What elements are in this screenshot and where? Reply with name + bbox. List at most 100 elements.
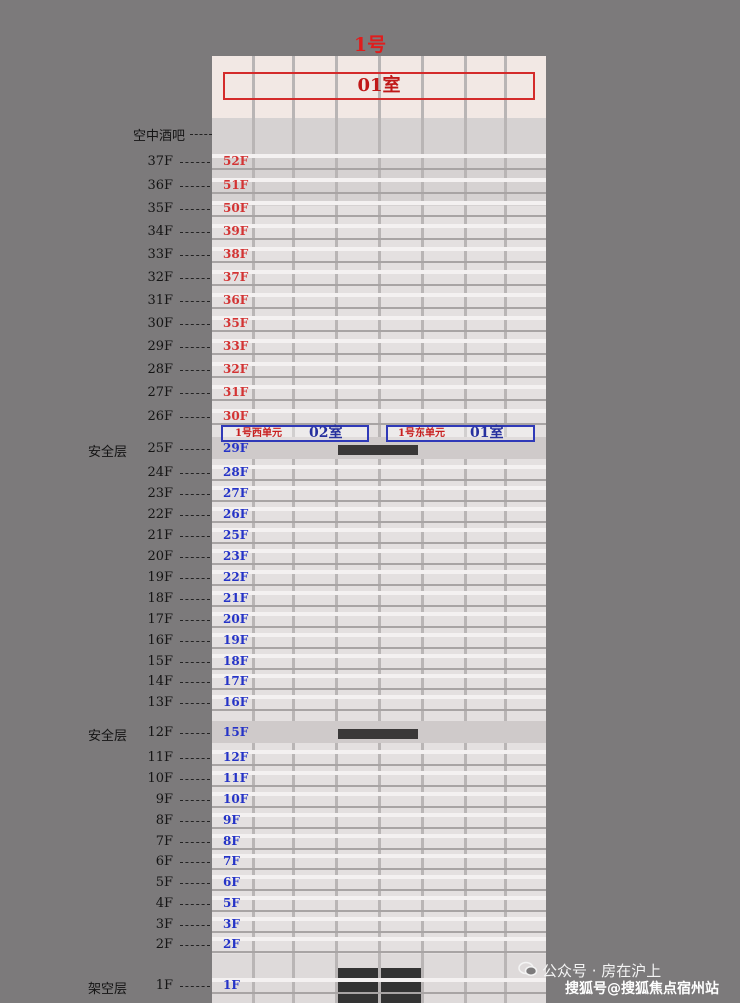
floor-label-14F: 14F bbox=[147, 674, 173, 689]
floor-dash bbox=[180, 758, 210, 759]
floor-label-16F: 16F bbox=[147, 633, 173, 648]
floor-label-3F: 3F bbox=[155, 917, 173, 932]
floor-label-26F: 26F bbox=[147, 409, 173, 424]
floor-label-10F: 10F bbox=[147, 771, 173, 786]
actual-floor-51F: 51F bbox=[223, 178, 249, 192]
floor-dash bbox=[180, 779, 210, 780]
actual-floor-33F: 33F bbox=[223, 339, 249, 353]
floor-window-line bbox=[212, 168, 546, 170]
floor-label-30F: 30F bbox=[147, 316, 173, 331]
floor-label-32F: 32F bbox=[147, 270, 173, 285]
floor-slab bbox=[212, 154, 546, 158]
actual-floor-28F: 28F bbox=[223, 465, 249, 479]
floor-window-line bbox=[212, 889, 546, 891]
floor-dash bbox=[180, 324, 210, 325]
floor-label-29F: 29F bbox=[147, 339, 173, 354]
floor-label-6F: 6F bbox=[155, 854, 173, 869]
floor-dash bbox=[180, 494, 210, 495]
floor-slab bbox=[212, 917, 546, 921]
actual-floor-7F: 7F bbox=[223, 854, 240, 868]
actual-floor-5F: 5F bbox=[223, 896, 240, 910]
floor-dash bbox=[180, 682, 210, 683]
floor-label-11F: 11F bbox=[147, 750, 173, 765]
floor-dash bbox=[180, 255, 210, 256]
floor-dash bbox=[180, 417, 210, 418]
actual-floor-35F: 35F bbox=[223, 316, 249, 330]
floor-label-23F: 23F bbox=[147, 486, 173, 501]
floor-slab bbox=[212, 507, 546, 511]
floor-label-15F: 15F bbox=[147, 654, 173, 669]
floor-slab bbox=[212, 465, 546, 469]
floor-slab bbox=[212, 750, 546, 754]
top-room-label: 01室 bbox=[223, 72, 535, 100]
actual-floor-21F: 21F bbox=[223, 591, 249, 605]
actual-floor-39F: 39F bbox=[223, 224, 249, 238]
actual-floor-15F: 15F bbox=[223, 725, 249, 739]
floor-label-22F: 22F bbox=[147, 507, 173, 522]
floor-window-line bbox=[212, 192, 546, 194]
floor-window-line bbox=[212, 868, 546, 870]
actual-floor-19F: 19F bbox=[223, 633, 249, 647]
safety-floor-label: 安全层 bbox=[88, 445, 128, 460]
floor-slab bbox=[212, 224, 546, 228]
floor-label-31F: 31F bbox=[147, 293, 173, 308]
floor-window-line bbox=[212, 931, 546, 933]
floor-window-line bbox=[212, 376, 546, 378]
actual-floor-1F: 1F bbox=[223, 978, 240, 992]
floor-slab bbox=[212, 549, 546, 553]
floor-slab bbox=[212, 695, 546, 699]
floor-window-line bbox=[212, 647, 546, 649]
floor-label-34F: 34F bbox=[147, 224, 173, 239]
floor-dash bbox=[180, 925, 210, 926]
floor-dash bbox=[180, 186, 210, 187]
floor-window-line bbox=[212, 785, 546, 787]
floor-dash bbox=[180, 986, 210, 987]
floor-window-line bbox=[212, 238, 546, 240]
actual-floor-18F: 18F bbox=[223, 654, 249, 668]
floor-slab bbox=[212, 896, 546, 900]
floor-label-13F: 13F bbox=[147, 695, 173, 710]
floor-window-line bbox=[212, 353, 546, 355]
floor-window-line bbox=[212, 563, 546, 565]
sky-bar-label: 空中酒吧 bbox=[132, 129, 185, 144]
floor-label-24F: 24F bbox=[147, 465, 173, 480]
actual-floor-32F: 32F bbox=[223, 362, 249, 376]
floor-window-line bbox=[212, 284, 546, 286]
building-elevation bbox=[212, 56, 546, 1003]
actual-floor-52F: 52F bbox=[223, 154, 249, 168]
floor-slab bbox=[212, 362, 546, 366]
floor-slab bbox=[212, 937, 546, 941]
floor-slab bbox=[212, 486, 546, 490]
floor-slab bbox=[212, 339, 546, 343]
actual-floor-22F: 22F bbox=[223, 570, 249, 584]
floor-window-line bbox=[212, 688, 546, 690]
floor-slab bbox=[212, 978, 546, 982]
floor-slab bbox=[212, 293, 546, 297]
actual-floor-36F: 36F bbox=[223, 293, 249, 307]
floor-window-line bbox=[212, 584, 546, 586]
floor-dash bbox=[180, 578, 210, 579]
floor-window-line bbox=[212, 542, 546, 544]
floor-window-line bbox=[212, 910, 546, 912]
actual-floor-6F: 6F bbox=[223, 875, 240, 889]
floor-dash bbox=[180, 904, 210, 905]
floor-dash bbox=[180, 703, 210, 704]
unit-east-name: 1号东单元 bbox=[398, 428, 445, 439]
safety-floor-vent bbox=[338, 445, 418, 455]
floor-dash bbox=[180, 473, 210, 474]
floor-dash bbox=[180, 800, 210, 801]
floor-window-line bbox=[212, 951, 546, 953]
floor-window-line bbox=[212, 423, 546, 425]
floor-dash bbox=[180, 370, 210, 371]
stilt-floor-label: 架空层 bbox=[88, 982, 128, 997]
actual-floor-38F: 38F bbox=[223, 247, 249, 261]
floor-slab bbox=[212, 409, 546, 413]
actual-floor-25F: 25F bbox=[223, 528, 249, 542]
actual-floor-26F: 26F bbox=[223, 507, 249, 521]
floor-label-4F: 4F bbox=[155, 896, 173, 911]
floor-slab bbox=[212, 633, 546, 637]
actual-floor-12F: 12F bbox=[223, 750, 249, 764]
floor-slab bbox=[212, 316, 546, 320]
unit-west-room: 02室 bbox=[309, 425, 343, 441]
floor-window-line bbox=[212, 500, 546, 502]
